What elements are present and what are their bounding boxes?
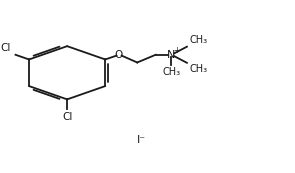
- Text: +: +: [173, 47, 180, 56]
- Text: CH₃: CH₃: [162, 67, 180, 77]
- Text: Cl: Cl: [62, 112, 72, 122]
- Text: CH₃: CH₃: [190, 35, 208, 45]
- Text: Cl: Cl: [1, 43, 11, 53]
- Text: O: O: [115, 50, 123, 60]
- Text: I⁻: I⁻: [136, 135, 145, 145]
- Text: CH₃: CH₃: [190, 64, 208, 74]
- Text: N: N: [167, 50, 176, 60]
